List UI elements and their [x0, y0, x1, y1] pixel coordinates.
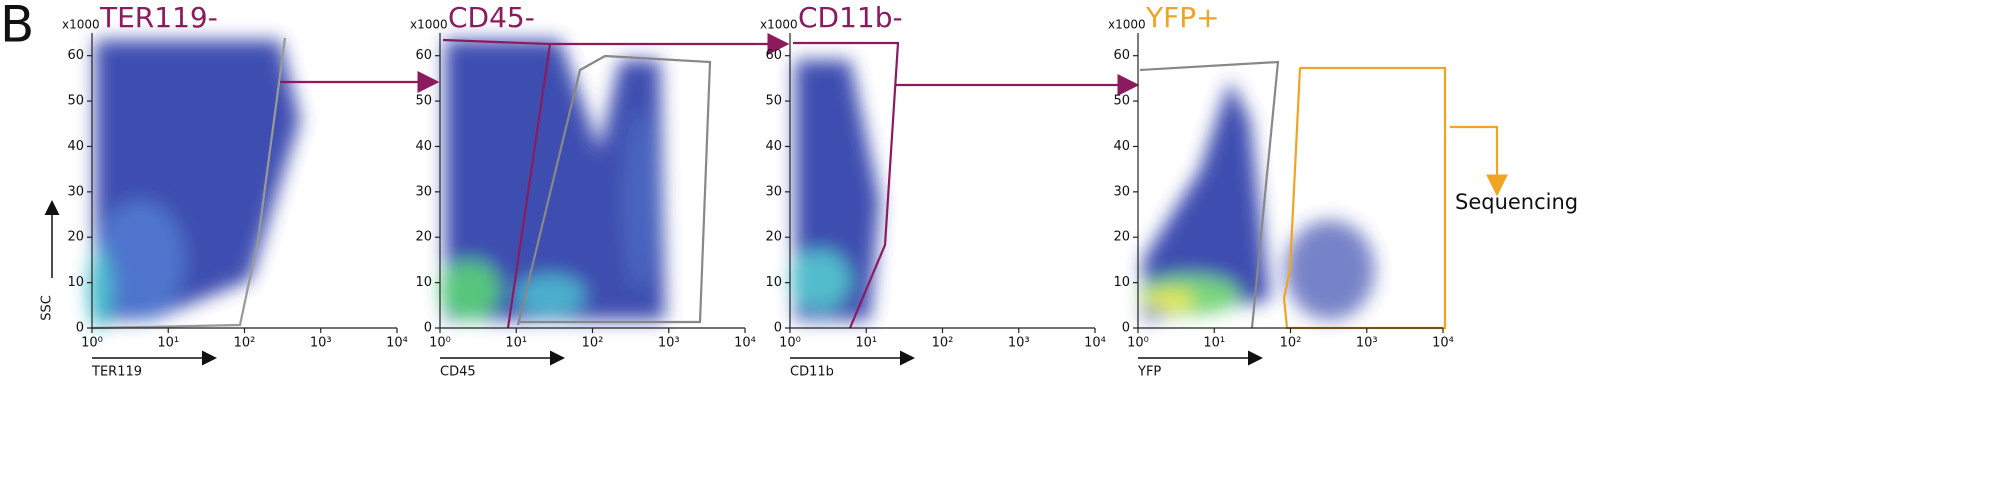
x-tick-label: 10⁰ [429, 336, 451, 351]
y-tick-label: 0 [774, 321, 782, 336]
y-tick-label: 10 [415, 275, 432, 290]
x-label: CD45 [440, 365, 476, 380]
x-tick-label: 10⁰ [1127, 336, 1149, 351]
y-tick-label: 20 [67, 230, 84, 245]
x-tick-label: 10⁰ [779, 336, 801, 351]
y-tick-label: 40 [765, 139, 782, 154]
y-tick-label: 20 [415, 230, 432, 245]
x-tick-label: 10³ [1008, 336, 1030, 351]
gate-title: TER119- [99, 1, 218, 34]
x-tick-label: 10³ [310, 336, 332, 351]
y-tick-label: 50 [67, 94, 84, 109]
gate-title: CD11b- [798, 1, 903, 34]
y-tick-label: 40 [1113, 139, 1130, 154]
x-tick-label: 10² [234, 336, 256, 351]
x-label: TER119 [91, 365, 142, 380]
x-tick-label: 10³ [1356, 336, 1378, 351]
x-tick-label: 10¹ [505, 336, 527, 351]
y-tick-label: 10 [765, 275, 782, 290]
y-tick-label: 20 [765, 230, 782, 245]
x-label: YFP [1137, 365, 1161, 380]
x-label: CD11b [790, 365, 834, 380]
x-tick-label: 10⁴ [1084, 336, 1106, 351]
y-unit: x1000 [760, 18, 798, 32]
y-tick-label: 0 [1122, 321, 1130, 336]
x-tick-label: 10² [932, 336, 954, 351]
panel-label: B [0, 0, 34, 54]
y-unit: x1000 [62, 18, 100, 32]
x-tick-label: 10² [1280, 336, 1302, 351]
x-tick-label: 10³ [658, 336, 680, 351]
y-unit: x1000 [1108, 18, 1146, 32]
y-tick-label: 60 [415, 48, 432, 63]
density [88, 40, 1375, 330]
y-label: SSC [40, 295, 55, 321]
y-tick-label: 50 [1113, 94, 1130, 109]
y-tick-label: 10 [1113, 275, 1130, 290]
y-tick-label: 0 [424, 321, 432, 336]
x-tick-label: 10⁴ [734, 336, 756, 351]
y-tick-label: 10 [67, 275, 84, 290]
gates [91, 33, 1508, 330]
x-tick-label: 10¹ [1203, 336, 1225, 351]
annotation: Sequencing [1455, 190, 1578, 214]
y-tick-label: 60 [765, 48, 782, 63]
y-tick-label: 30 [1113, 184, 1130, 199]
y-tick-label: 50 [415, 94, 432, 109]
y-tick-label: 30 [67, 184, 84, 199]
y-tick-label: 40 [415, 139, 432, 154]
x-tick-label: 10¹ [855, 336, 877, 351]
y-tick-label: 60 [67, 48, 84, 63]
y-tick-label: 30 [415, 184, 432, 199]
y-tick-label: 40 [67, 139, 84, 154]
x-tick-label: 10² [582, 336, 604, 351]
y-tick-label: 30 [765, 184, 782, 199]
gate-title: YFP+ [1145, 1, 1220, 34]
y-unit: x1000 [410, 18, 448, 32]
x-tick-label: 10⁴ [1432, 336, 1454, 351]
x-tick-label: 10¹ [157, 336, 179, 351]
x-tick-label: 10⁴ [386, 336, 408, 351]
y-tick-label: 50 [765, 94, 782, 109]
y-tick-label: 60 [1113, 48, 1130, 63]
x-tick-label: 10⁰ [81, 336, 103, 351]
gate-title: CD45- [448, 1, 535, 34]
y-tick-label: 0 [76, 321, 84, 336]
y-tick-label: 20 [1113, 230, 1130, 245]
